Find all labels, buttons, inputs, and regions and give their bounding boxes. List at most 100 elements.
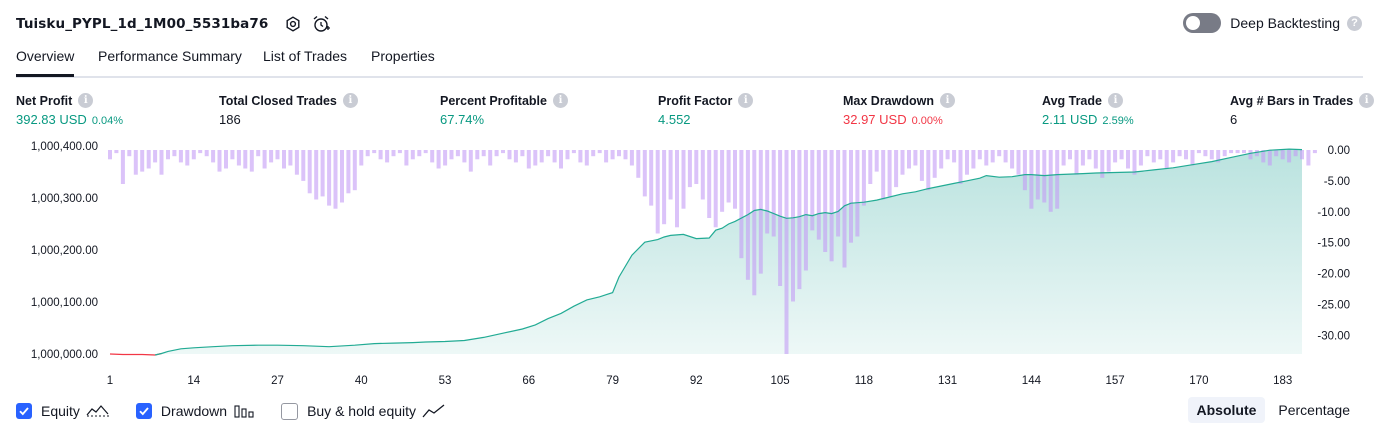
metric-sub: 2.59% <box>1102 115 1134 127</box>
drawdown-bar <box>166 150 170 160</box>
drawdown-bar <box>346 150 351 194</box>
y2-tick-label: -30.00 <box>1317 331 1350 343</box>
drawdown-bar <box>707 150 712 218</box>
tab-performance-summary[interactable]: Performance Summary <box>98 48 242 64</box>
strategy-title: Tuisku_PYPL_1d_1M00_5531ba76 <box>16 16 269 32</box>
drawdown-bar <box>294 150 299 175</box>
drawdown-checkbox[interactable] <box>135 403 152 419</box>
drawdown-bar <box>984 150 989 166</box>
equity-toggle[interactable]: Equity <box>16 403 110 419</box>
drawdown-bar <box>597 150 602 154</box>
info-icon[interactable]: i <box>738 93 754 108</box>
drawdown-bar <box>133 150 138 175</box>
x-tick-label: 14 <box>187 375 200 387</box>
drawdown-bar <box>475 150 480 160</box>
drawdown-bar <box>526 150 531 169</box>
metric-value: 6 <box>1230 112 1238 127</box>
info-icon[interactable]: i <box>552 93 568 108</box>
drawdown-bar <box>636 150 641 178</box>
equity-checkbox[interactable] <box>16 403 32 419</box>
drawdown-bar <box>604 150 609 163</box>
tab-list-of-trades[interactable]: List of Trades <box>263 48 348 64</box>
drawdown-bar <box>874 150 879 172</box>
info-icon[interactable]: i <box>78 93 94 108</box>
info-icon[interactable]: i <box>1107 93 1123 108</box>
deep-backtesting-toggle[interactable] <box>1183 13 1222 33</box>
drawdown-bar <box>720 150 725 212</box>
x-tick-label: 79 <box>606 375 619 387</box>
equity-line <box>154 148 1303 356</box>
drawdown-bar <box>410 150 415 160</box>
drawdown-bar <box>108 150 112 160</box>
drawdown-bar <box>1010 150 1015 169</box>
info-icon[interactable]: i <box>1359 93 1375 108</box>
drawdown-bar <box>1184 150 1188 160</box>
absolute-button[interactable]: Absolute <box>1187 397 1266 423</box>
help-icon[interactable]: ? <box>1347 15 1362 31</box>
drawdown-bar <box>443 150 448 166</box>
drawdown-bar <box>127 150 132 157</box>
drawdown-toggle[interactable]: Drawdown <box>135 403 255 419</box>
scale-switcher: Absolute Percentage <box>1184 397 1360 423</box>
drawdown-bar <box>1126 150 1130 169</box>
y-tick-label: 1,000,300.00 <box>31 193 98 205</box>
drawdown-bar <box>629 150 634 166</box>
deep-backtesting: Deep Backtesting ? <box>1183 13 1362 33</box>
tab-properties[interactable]: Properties <box>371 48 435 64</box>
percentage-button[interactable]: Percentage <box>1278 402 1350 418</box>
drawdown-bar <box>1209 150 1214 160</box>
equity-label: Equity <box>41 403 80 419</box>
drawdown-bar <box>1132 150 1137 175</box>
x-tick-label: 170 <box>1189 375 1208 387</box>
chart-legend: Equity Drawdown Buy & hold equity <box>16 400 472 422</box>
x-tick-label: 131 <box>938 375 957 387</box>
drawdown-bar <box>694 150 699 184</box>
drawdown-bar <box>417 150 422 157</box>
drawdown-bar <box>513 150 518 163</box>
x-tick-label: 27 <box>271 375 284 387</box>
buyhold-toggle[interactable]: Buy & hold equity <box>281 402 446 420</box>
drawdown-bar <box>668 150 673 200</box>
alarm-clock-add-icon[interactable] <box>310 13 332 35</box>
drawdown-bar <box>114 150 119 154</box>
drawdown-bar <box>372 150 377 154</box>
metric-value: 186 <box>219 112 241 127</box>
metric-label: Avg # Bars in Trades <box>1230 93 1354 108</box>
drawdown-bar <box>913 150 918 166</box>
tab-overview[interactable]: Overview <box>16 48 75 77</box>
metric-avg-bars-in-trades: Avg # Bars in Trades i 6 <box>1230 93 1375 127</box>
drawdown-bar <box>1254 150 1259 157</box>
info-icon[interactable]: i <box>342 93 358 108</box>
drawdown-bar <box>1113 150 1118 163</box>
drawdown-bar <box>320 150 325 197</box>
drawdown-bar <box>752 150 757 296</box>
x-tick-label: 1 <box>107 375 113 387</box>
drawdown-bar <box>565 150 570 160</box>
drawdown-bar <box>1055 150 1060 209</box>
drawdown-bar <box>256 150 261 157</box>
metric-value: 2.11 USD <box>1042 112 1098 127</box>
buyhold-checkbox[interactable] <box>281 402 299 420</box>
info-icon[interactable]: i <box>940 93 955 108</box>
strategy-header: Tuisku_PYPL_1d_1M00_5531ba76 <box>16 12 332 36</box>
drawdown-bar <box>230 150 235 160</box>
drawdown-bar <box>713 150 718 228</box>
drawdown-bar <box>275 150 280 160</box>
drawdown-bar <box>1216 150 1221 163</box>
drawdown-bar <box>120 150 125 184</box>
drawdown-bar <box>533 150 538 166</box>
drawdown-bar <box>204 150 209 157</box>
equity-area <box>110 149 1302 355</box>
x-tick-label: 66 <box>522 375 535 387</box>
drawdown-bar <box>501 150 505 154</box>
drawdown-bar <box>868 150 873 184</box>
y-tick-label: 1,000,200.00 <box>31 245 98 257</box>
drawdown-bar <box>952 150 957 163</box>
drawdown-bar <box>1100 150 1105 178</box>
drawdown-bar <box>1164 150 1169 169</box>
metric-avg-trade: Avg Trade i 2.11 USD 2.59% <box>1042 93 1134 127</box>
settings-icon[interactable] <box>282 13 304 35</box>
drawdown-bar <box>945 150 950 160</box>
metric-value: 4.552 <box>658 112 691 127</box>
